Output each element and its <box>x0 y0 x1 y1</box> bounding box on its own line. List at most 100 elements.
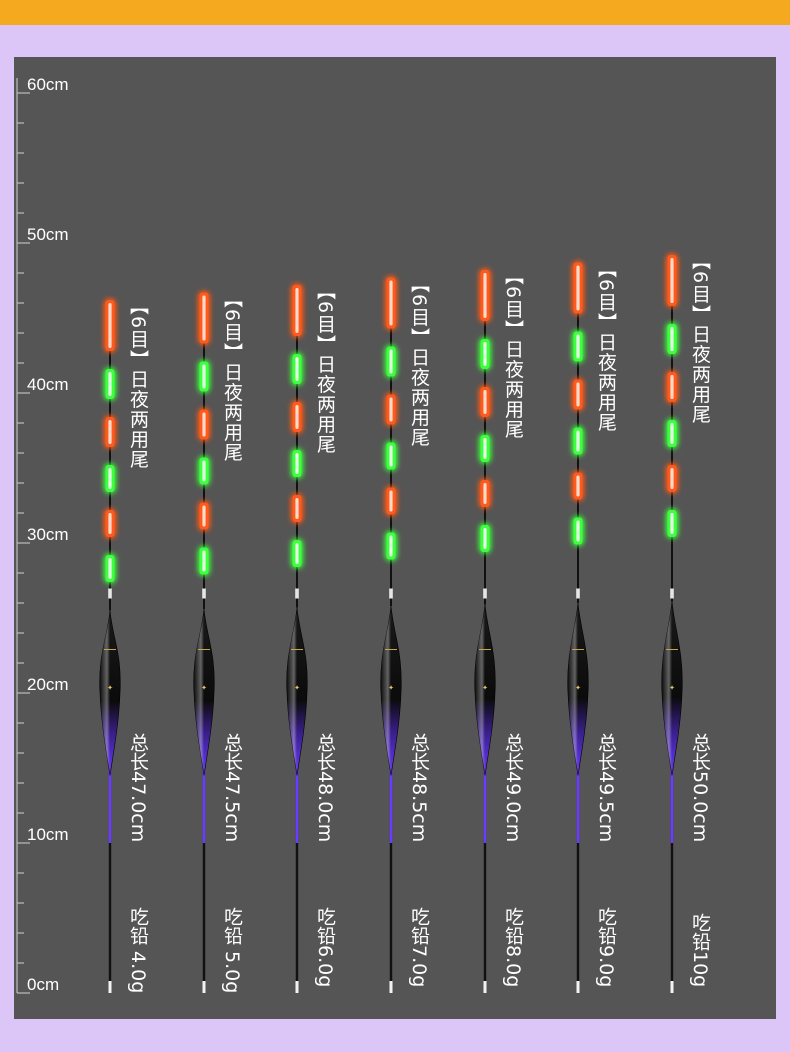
ruler-label: 40cm <box>27 375 69 394</box>
glow-segment-core <box>202 412 206 437</box>
float-antenna-white-band <box>202 588 206 599</box>
float-body-logo: ✦ <box>388 684 394 692</box>
float-length-label: 总长50.0cm <box>689 733 711 843</box>
glow-segment-core <box>670 513 674 534</box>
glow-segment-core <box>576 382 580 407</box>
float-length-label: 总长48.0cm <box>314 733 336 843</box>
float-antenna-white-band <box>670 588 674 599</box>
float-weight-label: 吃铅10g <box>689 913 711 988</box>
glow-segment-core <box>576 520 580 542</box>
glow-segment-core <box>670 375 674 399</box>
glow-segment-core <box>295 498 299 519</box>
float-4: ✦ <box>380 277 402 993</box>
glow-segment-core <box>389 445 393 467</box>
ruler-label: 10cm <box>27 825 69 844</box>
float-body-logo: ✦ <box>575 684 581 692</box>
glow-segment-core <box>108 468 112 489</box>
float-stem-tip <box>295 981 299 993</box>
float-body-logo: ✦ <box>294 684 300 692</box>
ruler-label: 0cm <box>27 975 60 994</box>
float-name-label: 【6目】日夜两用尾 <box>408 273 430 447</box>
float-weight-label: 吃铅6.0g <box>314 907 336 988</box>
glow-segment-core <box>108 558 112 579</box>
float-length-label: 总长47.5cm <box>221 733 243 843</box>
glow-segment-core <box>483 390 487 414</box>
glow-segment-core <box>670 327 674 351</box>
glow-segment-core <box>295 405 299 429</box>
glow-segment-core <box>483 273 487 318</box>
glow-segment-core <box>576 430 580 452</box>
glow-segment-core <box>295 543 299 564</box>
float-name-label: 【6目】日夜两用尾 <box>221 288 243 462</box>
glow-segment-core <box>295 357 299 381</box>
ruler-label: 50cm <box>27 225 69 244</box>
float-name-label: 【6目】日夜两用尾 <box>314 281 336 455</box>
glow-segment-core <box>576 265 580 311</box>
glow-segment-core <box>108 303 112 348</box>
float-stem-tip <box>576 981 580 993</box>
float-antenna-white-band <box>108 588 112 599</box>
glow-segment-core <box>202 550 206 572</box>
float-1: ✦ <box>99 300 121 993</box>
glow-segment-core <box>483 528 487 549</box>
float-group: ✦ ✦ ✦ ✦ ✦ ✦ ✦ <box>99 255 683 993</box>
ruler-label: 20cm <box>27 675 69 694</box>
float-length-label: 总长48.5cm <box>408 733 430 843</box>
ruler-label: 60cm <box>27 75 69 94</box>
glow-segment-core <box>483 342 487 366</box>
float-body-logo: ✦ <box>482 684 488 692</box>
glow-segment-core <box>108 420 112 444</box>
float-body-sheen <box>380 606 402 776</box>
glow-segment-core <box>670 258 674 303</box>
glow-segment-core <box>389 280 393 326</box>
float-stem-tip <box>389 981 393 993</box>
glow-segment-core <box>202 364 206 389</box>
glow-segment-core <box>389 535 393 557</box>
float-stem-tip <box>483 981 487 993</box>
float-stem-tip <box>670 981 674 993</box>
glow-segment-core <box>483 438 487 459</box>
float-body-logo: ✦ <box>107 684 113 692</box>
float-body-logo: ✦ <box>201 684 207 692</box>
glow-segment-core <box>202 505 206 527</box>
glow-segment-core <box>670 468 674 489</box>
float-body-logo: ✦ <box>669 684 675 692</box>
glow-segment-core <box>483 483 487 504</box>
float-length-label: 总长49.0cm <box>502 733 524 843</box>
glow-segment-core <box>202 295 206 341</box>
float-5: ✦ <box>474 270 496 993</box>
float-weight-label: 吃铅7.0g <box>408 907 430 988</box>
ruler-label: 30cm <box>27 525 69 544</box>
float-name-label: 【6目】日夜两用尾 <box>595 258 617 432</box>
float-2: ✦ <box>193 292 215 993</box>
float-body-sheen <box>661 601 683 776</box>
glow-segment-core <box>295 453 299 474</box>
glow-segment-core <box>576 475 580 497</box>
float-name-label: 【6目】日夜两用尾 <box>689 251 711 425</box>
float-weight-label: 吃铅 4.0g <box>127 907 149 994</box>
float-stem-tip <box>108 981 112 993</box>
float-body-sheen <box>193 609 215 776</box>
glow-segment-core <box>389 349 393 374</box>
float-stem-tip <box>202 981 206 993</box>
float-antenna-white-band <box>483 588 487 599</box>
float-body-sheen <box>474 604 496 776</box>
float-name-label: 【6目】日夜两用尾 <box>502 266 524 440</box>
float-weight-label: 吃铅8.0g <box>502 907 524 988</box>
float-6: ✦ <box>567 262 589 993</box>
float-antenna-white-band <box>576 588 580 599</box>
glow-segment-core <box>202 460 206 482</box>
float-3: ✦ <box>286 285 308 993</box>
glow-segment-core <box>576 334 580 359</box>
float-weight-label: 吃铅 5.0g <box>221 907 243 994</box>
float-name-label: 【6目】日夜两用尾 <box>127 296 149 470</box>
float-length-label: 总长49.5cm <box>595 733 617 843</box>
glow-segment-core <box>108 513 112 534</box>
float-body-sheen <box>99 610 121 776</box>
glow-segment-core <box>389 490 393 512</box>
glow-segment-core <box>295 288 299 333</box>
float-length-label: 总长47.0cm <box>127 733 149 843</box>
float-weight-label: 吃铅9.0g <box>595 907 617 988</box>
top-banner-bar <box>0 0 790 25</box>
